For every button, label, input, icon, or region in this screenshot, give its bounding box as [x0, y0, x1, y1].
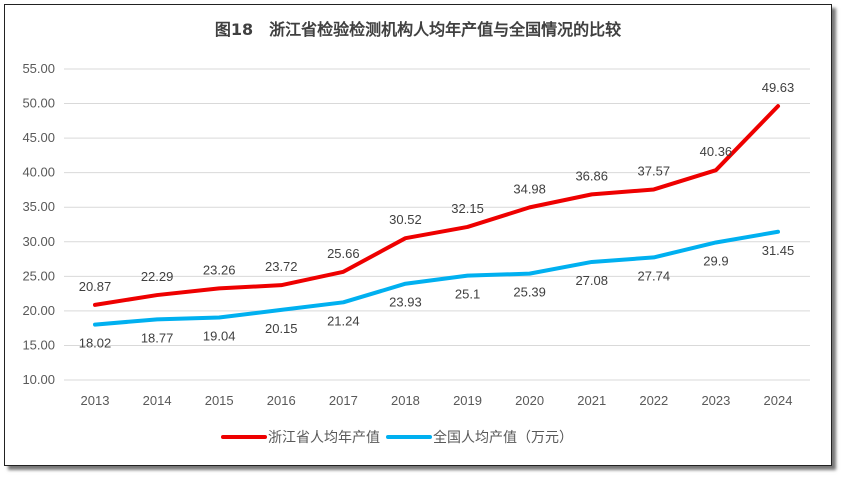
y-tick-label: 20.00	[22, 303, 55, 318]
x-tick-label: 2014	[143, 393, 172, 408]
y-tick-label: 35.00	[22, 199, 55, 214]
x-tick-label: 2017	[329, 393, 358, 408]
data-label: 34.98	[513, 181, 546, 196]
data-label: 20.15	[265, 321, 298, 336]
data-label: 25.66	[327, 246, 360, 261]
data-label: 18.77	[141, 330, 174, 345]
x-tick-label: 2015	[205, 393, 234, 408]
y-tick-label: 40.00	[22, 165, 55, 180]
data-label: 21.24	[327, 313, 360, 328]
x-tick-label: 2016	[267, 393, 296, 408]
y-tick-label: 15.00	[22, 337, 55, 352]
y-tick-label: 10.00	[22, 372, 55, 387]
data-label: 20.87	[79, 279, 112, 294]
chart-title: 图18 浙江省检验检测机构人均年产值与全国情况的比较	[215, 20, 621, 39]
data-label: 18.02	[79, 336, 112, 351]
x-tick-label: 2022	[639, 393, 668, 408]
data-label: 25.1	[455, 287, 480, 302]
legend-label: 浙江省人均年产值	[268, 430, 380, 446]
data-label: 29.9	[703, 253, 728, 268]
series-line-0	[93, 104, 780, 307]
x-tick-label: 2024	[764, 393, 793, 408]
data-label: 30.52	[389, 212, 422, 227]
y-tick-label: 30.00	[22, 234, 55, 249]
legend-label: 全国人均产值（万元）	[433, 429, 573, 446]
x-tick-label: 2019	[453, 393, 482, 408]
data-label: 37.57	[638, 163, 671, 178]
series-line-1	[93, 229, 780, 327]
data-label: 27.74	[638, 268, 671, 283]
y-tick-label: 55.00	[22, 61, 55, 76]
data-label: 22.29	[141, 269, 174, 284]
y-tick-label: 50.00	[22, 96, 55, 111]
data-label: 31.45	[762, 243, 795, 258]
data-label: 49.63	[762, 80, 795, 95]
data-label: 23.26	[203, 262, 236, 277]
data-label: 23.93	[389, 295, 422, 310]
y-tick-label: 45.00	[22, 130, 55, 145]
x-tick-label: 2023	[701, 393, 730, 408]
data-label: 40.36	[700, 144, 733, 159]
y-tick-label: 25.00	[22, 268, 55, 283]
data-label: 19.04	[203, 329, 236, 344]
data-label: 32.15	[451, 201, 484, 216]
data-label: 36.86	[575, 168, 608, 183]
data-label: 23.72	[265, 259, 298, 274]
data-label: 25.39	[513, 285, 546, 300]
x-tick-label: 2013	[81, 393, 110, 408]
x-tick-label: 2020	[515, 393, 544, 408]
data-label: 27.08	[575, 273, 608, 288]
x-tick-label: 2018	[391, 393, 420, 408]
x-tick-label: 2021	[577, 393, 606, 408]
